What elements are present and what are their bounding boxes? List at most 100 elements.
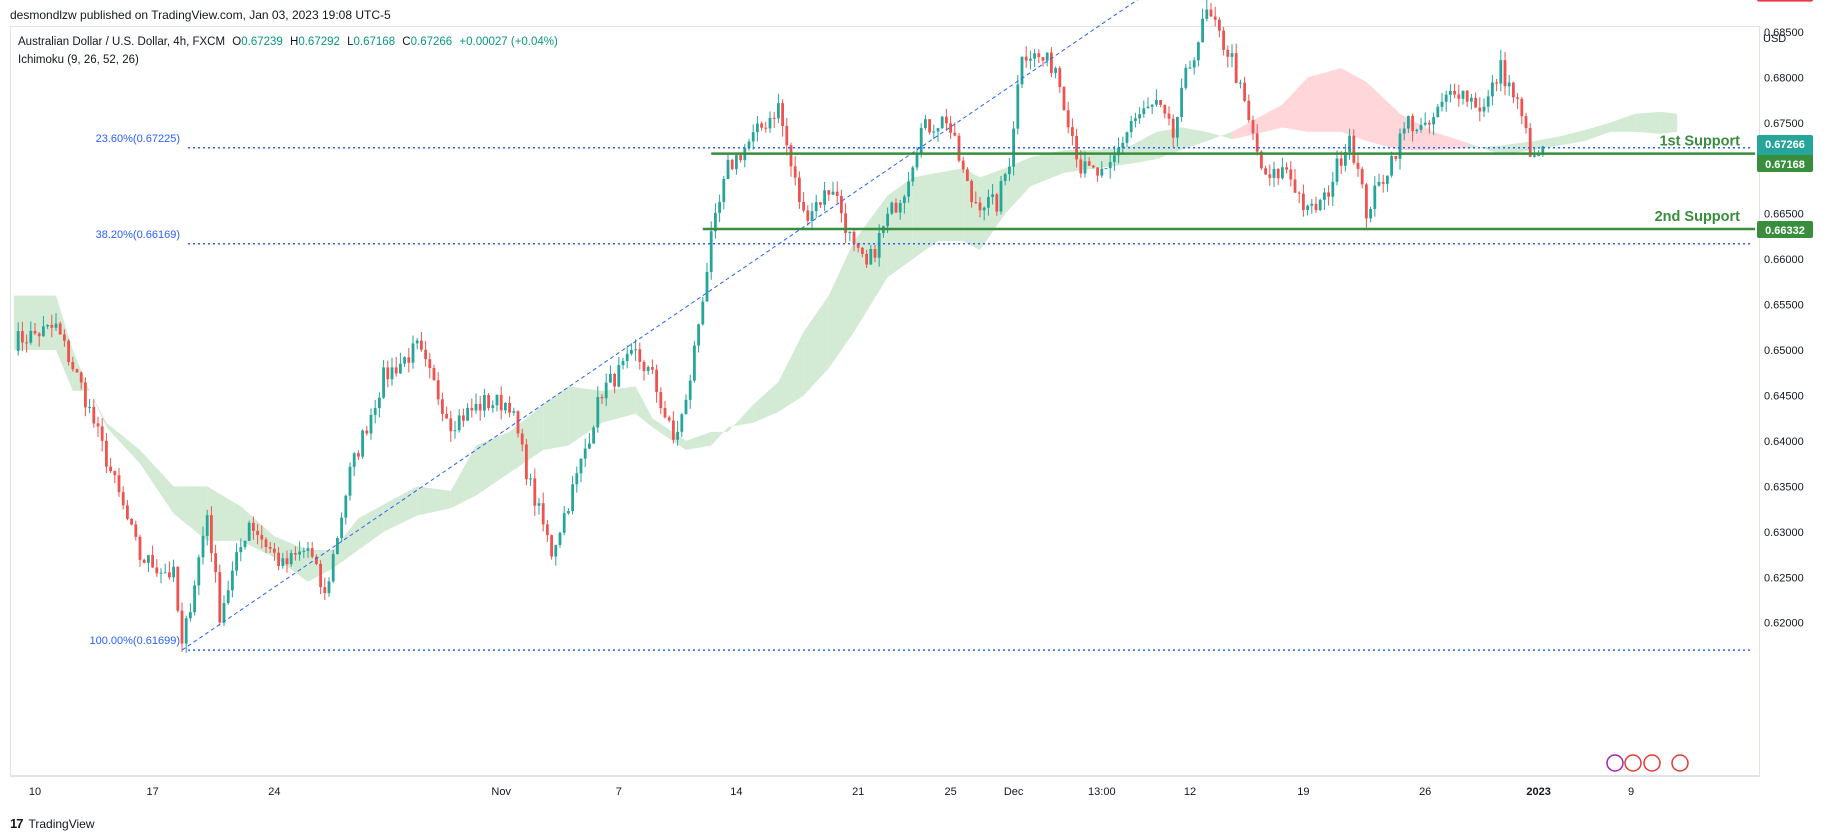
ichimoku-cloud-segment — [635, 386, 653, 428]
symbol-name[interactable]: Australian Dollar / U.S. Dollar, 4h, FXC… — [18, 36, 226, 48]
candle-body — [1041, 57, 1045, 61]
candle-body — [378, 397, 381, 409]
candle-body — [142, 559, 146, 563]
indicator-label[interactable]: Ichimoku (9, 26, 52, 26) — [18, 54, 139, 66]
candle-body — [634, 349, 637, 351]
candle-body — [25, 342, 28, 344]
x-tick-label: 25 — [944, 786, 956, 798]
economic-event-icon — [1624, 754, 1642, 772]
candle-body — [1247, 100, 1251, 121]
y-tick-label: 0.64000 — [1764, 436, 1804, 448]
candle-body — [1314, 203, 1318, 211]
candle-body — [453, 430, 457, 432]
candle-body — [663, 408, 667, 418]
open-value: 0.67239 — [241, 36, 283, 48]
candle-body — [264, 539, 268, 547]
candle-body — [617, 365, 621, 387]
ichimoku-cloud-segment — [828, 240, 854, 369]
ichimoku-cloud-segment — [728, 404, 754, 432]
candle-body — [533, 478, 537, 506]
candle-body — [911, 167, 915, 182]
candle-body — [1470, 97, 1473, 102]
time-axis-separator — [10, 776, 1760, 777]
candle-body — [352, 453, 356, 467]
candle-body — [541, 503, 545, 525]
level-price-badge — [1757, 220, 1813, 238]
x-tick-label: 13:00 — [1088, 786, 1116, 798]
candle-body — [919, 127, 923, 155]
candle-body — [239, 547, 243, 553]
ichimoku-cloud-segment — [333, 518, 359, 569]
candle-body — [756, 123, 759, 133]
candle-body — [751, 132, 755, 142]
ichimoku-cloud-segment — [803, 295, 829, 396]
candle-body — [58, 323, 62, 335]
candle-body — [478, 404, 482, 411]
ichimoku-cloud-segment — [1257, 104, 1283, 134]
candle-body — [785, 125, 789, 146]
candle-body — [1377, 181, 1381, 186]
candle-body — [945, 116, 948, 124]
x-tick-label: 14 — [730, 786, 742, 798]
candle-body — [1184, 67, 1188, 88]
candle-body — [1516, 97, 1519, 99]
candle-body — [1318, 199, 1322, 211]
candle-body — [684, 399, 688, 415]
candle-body — [546, 524, 549, 536]
candle-body — [1306, 205, 1309, 210]
candle-body — [890, 202, 894, 214]
candle-body — [1058, 68, 1062, 88]
candle-body — [1415, 129, 1419, 132]
candle-body — [33, 330, 37, 334]
x-tick-label: 12 — [1184, 786, 1196, 798]
ichimoku-cloud-segment — [173, 486, 208, 541]
candle-body — [75, 369, 79, 373]
footer: 17 TradingView — [10, 816, 95, 831]
ichimoku-cloud-segment — [383, 486, 418, 532]
candle-body — [932, 131, 936, 133]
candle-body — [100, 426, 104, 441]
candle-body — [109, 466, 112, 472]
candle-body — [201, 535, 205, 558]
candle-body — [630, 350, 633, 354]
candle-body — [252, 522, 255, 531]
y-tick-label: 0.62000 — [1764, 618, 1804, 630]
ichimoku-cloud-segment — [1282, 77, 1308, 132]
candle-body — [1499, 60, 1503, 84]
candle-body — [394, 367, 398, 374]
candle-body — [1495, 82, 1498, 84]
candle-body — [1071, 127, 1074, 137]
candle-body — [1524, 116, 1528, 129]
ichimoku-cloud-segment — [686, 431, 712, 451]
candle-body — [1188, 67, 1192, 69]
candle-body — [1117, 147, 1120, 156]
candle-body — [399, 363, 402, 374]
candle-body — [1356, 162, 1360, 169]
candle-body — [1402, 128, 1406, 134]
candle-body — [1176, 116, 1179, 138]
candle-body — [1533, 155, 1536, 157]
economic-event-icon — [1671, 754, 1689, 772]
candle-body — [1159, 100, 1162, 105]
candle-body — [718, 201, 721, 213]
candle-body — [512, 411, 516, 413]
candle-body — [1096, 167, 1099, 176]
candle-body — [613, 373, 616, 387]
candle-body — [1251, 120, 1255, 134]
candle-body — [1541, 146, 1545, 156]
candle-body — [974, 202, 978, 204]
candle-body — [449, 418, 453, 432]
candle-body — [1285, 167, 1288, 170]
high-value: 0.67292 — [298, 36, 340, 48]
candle-body — [1045, 52, 1049, 61]
y-tick-label: 0.67500 — [1764, 118, 1804, 130]
ichimoku-cloud-segment — [1534, 136, 1560, 151]
tradingview-logo-icon: 17 — [10, 816, 24, 831]
dividend-event-icon — [1606, 754, 1624, 772]
candle-body — [180, 610, 184, 644]
candle-body — [226, 590, 230, 604]
candle-body — [1394, 156, 1398, 159]
candle-body — [365, 430, 369, 434]
candle-body — [588, 443, 591, 449]
